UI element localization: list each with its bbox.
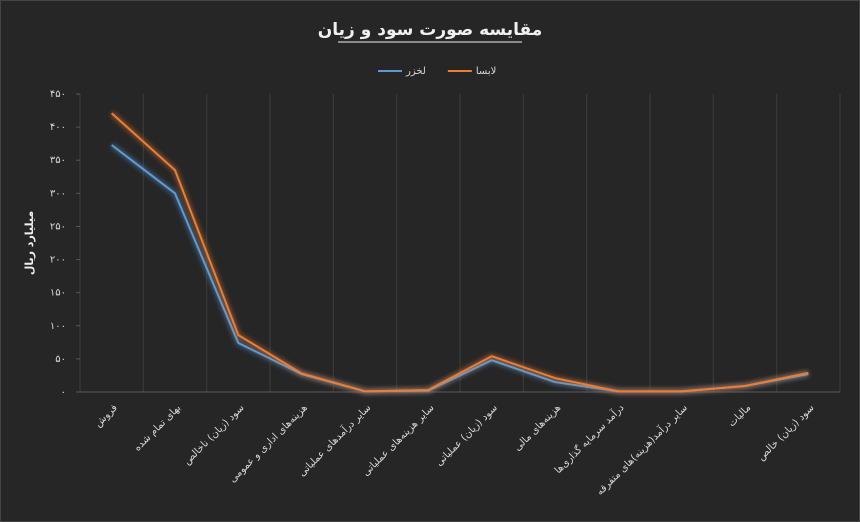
legend-label: لخزر xyxy=(405,66,426,77)
y-tick-label: ۵۰ xyxy=(55,354,66,365)
y-tick-label: ۳۰۰ xyxy=(50,188,66,199)
y-tick-label: ۴۵۰ xyxy=(50,89,66,100)
y-tick-label: ۲۰۰ xyxy=(50,255,66,266)
y-tick-label: ۰ xyxy=(61,387,66,398)
y-tick-label: ۱۰۰ xyxy=(50,321,66,332)
y-tick-label: ۱۵۰ xyxy=(50,288,66,299)
chart-title: مقایسه صورت سود و زیان xyxy=(318,20,543,40)
series-line xyxy=(110,112,809,393)
y-tick-label: ۴۰۰ xyxy=(50,122,66,133)
y-tick-label: ۳۵۰ xyxy=(50,155,66,166)
y-axis-label: میلیارد ریال xyxy=(23,211,36,275)
y-tick-label: ۲۵۰ xyxy=(50,221,66,232)
legend-label: لابسا xyxy=(476,66,496,77)
